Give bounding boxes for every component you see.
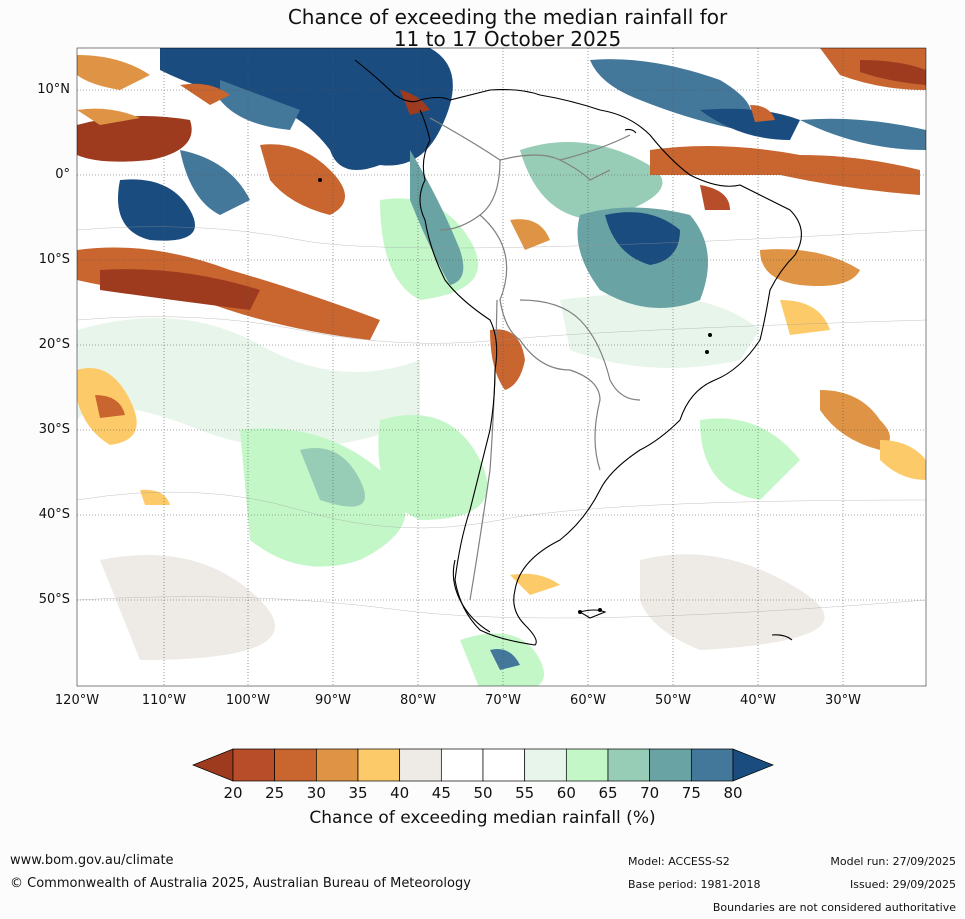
lon-label-50w: 50°W (655, 693, 691, 708)
colorbar-tick: 30 (306, 784, 326, 802)
colorbar-tick: 80 (723, 784, 743, 802)
colorbar-tick: 45 (431, 784, 451, 802)
colorbar-cell (524, 748, 567, 782)
colorbar-cell (274, 748, 317, 782)
colorbar-cell (440, 748, 484, 782)
colorbar-arrow-high (732, 748, 774, 782)
colorbar-tick: 75 (681, 784, 701, 802)
base-period-text: Base period: 1981-2018 (628, 878, 761, 891)
colorbar-cell (607, 748, 651, 782)
colorbar-tick: 20 (223, 784, 243, 802)
map-title-line2: 11 to 17 October 2025 (393, 27, 622, 51)
map-frame (76, 47, 927, 687)
colorbar-tick: 70 (640, 784, 660, 802)
copyright-text: © Commonwealth of Australia 2025, Austra… (10, 876, 471, 891)
colorbar-tick: 40 (390, 784, 410, 802)
website-link[interactable]: www.bom.gov.au/climate (10, 853, 174, 868)
colorbar-cell (690, 748, 734, 782)
lon-label-40w: 40°W (740, 693, 776, 708)
colorbar-cell (315, 748, 359, 782)
coastlines (354, 59, 802, 646)
country-borders (429, 117, 641, 601)
colorbar-tick: 25 (265, 784, 285, 802)
lat-label-0: 0° (55, 167, 70, 182)
colorbar-cell (357, 748, 401, 782)
lon-label-60w: 60°W (570, 693, 606, 708)
map-title-line1: Chance of exceeding the median rainfall … (287, 5, 728, 29)
lon-label-30w: 30°W (825, 693, 861, 708)
graticule (77, 48, 926, 686)
lat-label-10s: 10°S (38, 252, 70, 267)
colorbar-tick: 55 (515, 784, 535, 802)
colorbar-cell (482, 748, 526, 782)
issued-text: Issued: 29/09/2025 (849, 878, 956, 891)
lat-label-30s: 30°S (38, 422, 70, 437)
lat-label-40s: 40°S (38, 507, 70, 522)
colorbar-tick: 50 (473, 784, 493, 802)
lon-label-110w: 110°W (141, 693, 187, 708)
colorbar-cell (565, 748, 609, 782)
colorbar-cell (399, 748, 442, 782)
lon-label-70w: 70°W (485, 693, 521, 708)
model-text: Model: ACCESS-S2 (628, 855, 730, 868)
lat-label-50s: 50°S (38, 592, 70, 607)
lon-label-80w: 80°W (400, 693, 436, 708)
lon-label-100w: 100°W (225, 693, 271, 708)
colorbar-tick: 60 (556, 784, 576, 802)
model-run-text: Model run: 27/09/2025 (830, 855, 956, 868)
lat-label-20s: 20°S (38, 337, 70, 352)
colorbar-cell (232, 748, 276, 782)
colorbar-cells (192, 748, 774, 782)
colorbar-tick: 35 (348, 784, 368, 802)
rainfall-anomaly-fields (77, 48, 926, 686)
colorbar-label: Chance of exceeding median rainfall (%) (309, 808, 656, 828)
colorbar-arrow-low (192, 748, 234, 782)
lon-label-120w: 120°W (54, 693, 100, 708)
colorbar (192, 748, 774, 782)
contour-lines (77, 226, 926, 619)
colorbar-tick: 65 (598, 784, 618, 802)
lat-label-10n: 10°N (37, 82, 70, 97)
colorbar-cell (649, 748, 692, 782)
disclaimer-text: Boundaries are not considered authoritat… (712, 901, 956, 914)
lon-label-90w: 90°W (315, 693, 351, 708)
rainfall-map (76, 47, 927, 687)
island-markers (318, 178, 712, 614)
